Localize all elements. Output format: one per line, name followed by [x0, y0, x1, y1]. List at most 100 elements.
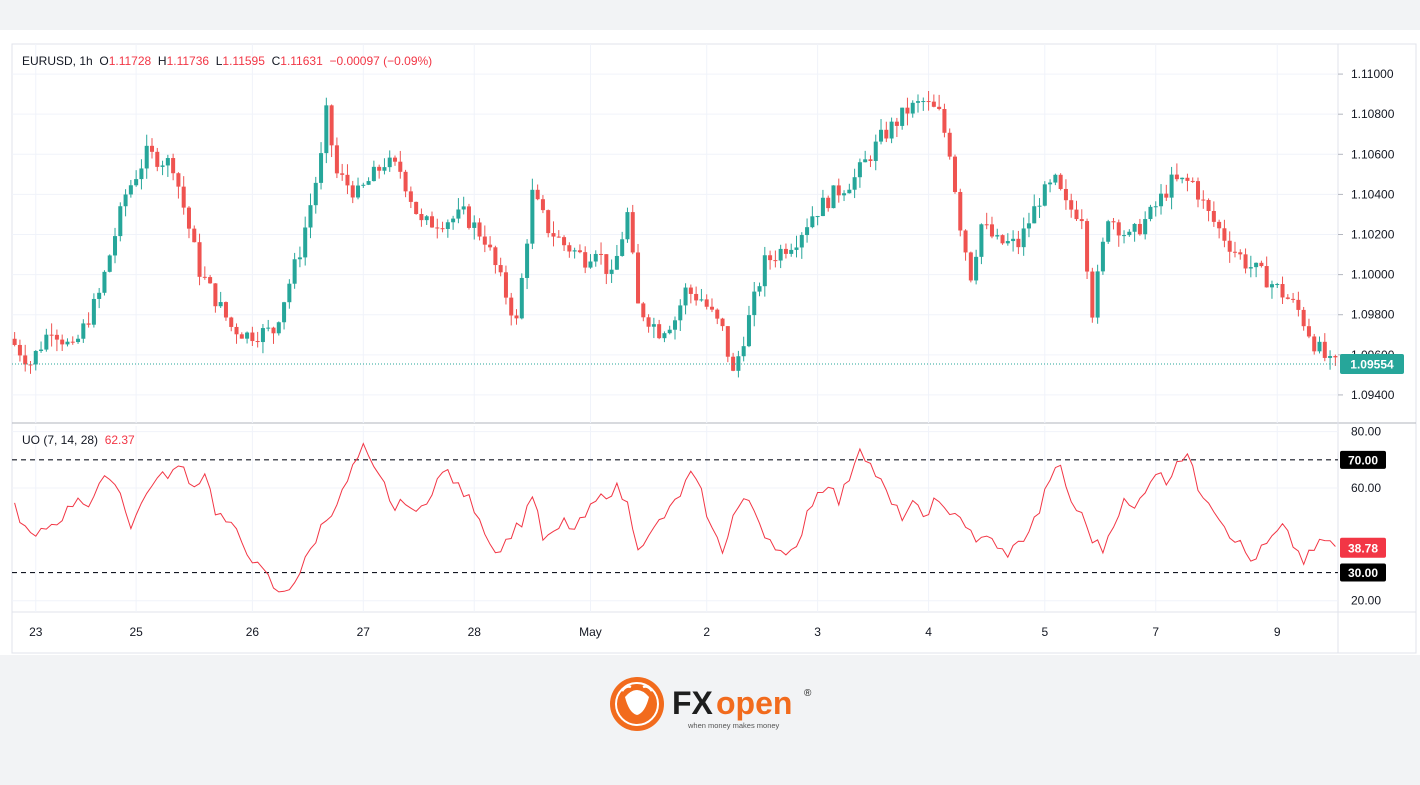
candle-body — [873, 141, 878, 161]
candle-body — [155, 151, 160, 167]
candle-body — [456, 209, 461, 219]
candle-body — [260, 328, 265, 343]
uo-level-tag-label: 70.00 — [1348, 453, 1378, 467]
candle-body — [783, 248, 788, 254]
candle-body — [699, 299, 704, 301]
candle-body — [683, 287, 688, 306]
candle-body — [836, 185, 841, 196]
candle-body — [625, 212, 630, 240]
candle-body — [282, 302, 287, 323]
time-tick-label: 27 — [357, 625, 371, 639]
candle-body — [276, 322, 281, 334]
candle-body — [81, 323, 86, 339]
candle-body — [725, 326, 730, 357]
chart-canvas[interactable]: 1.094001.096001.098001.100001.102001.104… — [0, 30, 1420, 655]
candle-body — [741, 346, 746, 357]
candle-body — [1333, 356, 1338, 358]
candle-body — [1137, 223, 1142, 235]
candle-body — [1206, 199, 1211, 211]
candle-body — [794, 247, 799, 250]
candle-body — [350, 185, 355, 198]
candle-body — [715, 309, 720, 319]
high-value: 1.11736 — [166, 54, 210, 68]
candle-body — [519, 277, 524, 319]
candle-body — [1217, 221, 1222, 229]
candle-body — [525, 243, 530, 278]
candle-body — [540, 199, 545, 211]
candle-body — [1201, 199, 1206, 201]
chart-panel[interactable]: 1.094001.096001.098001.100001.102001.104… — [0, 30, 1420, 655]
candle-body — [678, 305, 683, 321]
price-tick-label: 1.11000 — [1351, 67, 1394, 81]
candle-body — [329, 105, 334, 146]
candle-body — [952, 156, 957, 193]
candle-body — [1254, 262, 1259, 268]
candle-body — [287, 283, 292, 303]
candle-body — [1016, 238, 1021, 248]
candle-body — [134, 179, 139, 186]
low-label: L — [215, 54, 223, 68]
candle-body — [1153, 206, 1158, 208]
candle-body — [857, 162, 862, 178]
candle-body — [842, 193, 847, 196]
candle-body — [852, 177, 857, 190]
candle-body — [562, 237, 567, 246]
candle-body — [1159, 193, 1164, 207]
candle-body — [403, 171, 408, 192]
indicator-name: UO (7, 14, 28) — [22, 433, 99, 447]
candle-body — [931, 101, 936, 107]
candle-body — [599, 253, 604, 255]
candle-body — [1032, 206, 1037, 224]
candle-body — [245, 332, 250, 339]
candle-body — [921, 101, 926, 103]
open-value: 1.11728 — [108, 54, 152, 68]
candle-body — [324, 105, 329, 154]
candle-body — [583, 252, 588, 268]
candle-body — [1259, 262, 1264, 267]
candle-body — [1322, 341, 1327, 358]
candle-body — [546, 210, 551, 234]
candle-body — [1005, 241, 1010, 244]
candle-body — [551, 233, 556, 237]
candle-body — [1285, 297, 1290, 299]
candle-body — [1211, 210, 1216, 222]
candle-body — [213, 283, 218, 307]
candle-body — [900, 107, 905, 126]
time-tick-label: 28 — [468, 625, 482, 639]
brand-footer: FX open ® when money makes money — [0, 655, 1420, 780]
candle-body — [1143, 219, 1148, 235]
candle-body — [1269, 284, 1274, 288]
candle-body — [28, 364, 33, 366]
candle-body — [60, 339, 65, 345]
price-tick-label: 1.10200 — [1351, 228, 1395, 242]
candle-body — [377, 166, 382, 171]
candle-body — [118, 206, 123, 237]
candle-body — [493, 247, 498, 266]
time-tick-label: 26 — [246, 625, 260, 639]
candle-body — [303, 227, 308, 258]
candle-body — [1301, 309, 1306, 327]
logo-open-text: open — [716, 685, 792, 721]
time-tick-label: 2 — [703, 625, 710, 639]
candle-body — [1122, 235, 1127, 237]
candle-body — [371, 166, 376, 182]
candle-body — [97, 292, 102, 299]
candle-body — [387, 157, 392, 168]
candle-body — [1063, 188, 1068, 201]
candle-body — [165, 158, 170, 166]
candle-body — [1169, 174, 1174, 198]
candle-body — [868, 159, 873, 161]
time-tick-label: 7 — [1152, 625, 1159, 639]
candle-body — [107, 255, 112, 272]
candle-body — [1090, 271, 1095, 318]
candle-body — [630, 212, 635, 253]
candle-body — [76, 338, 81, 343]
candle-body — [266, 327, 271, 329]
candle-body — [435, 227, 440, 229]
time-tick-label: 9 — [1274, 625, 1281, 639]
candle-body — [1280, 284, 1285, 298]
logo-tagline: when money makes money — [687, 721, 780, 730]
candle-body — [197, 242, 202, 277]
candle-body — [482, 236, 487, 245]
candle-body — [149, 145, 155, 152]
